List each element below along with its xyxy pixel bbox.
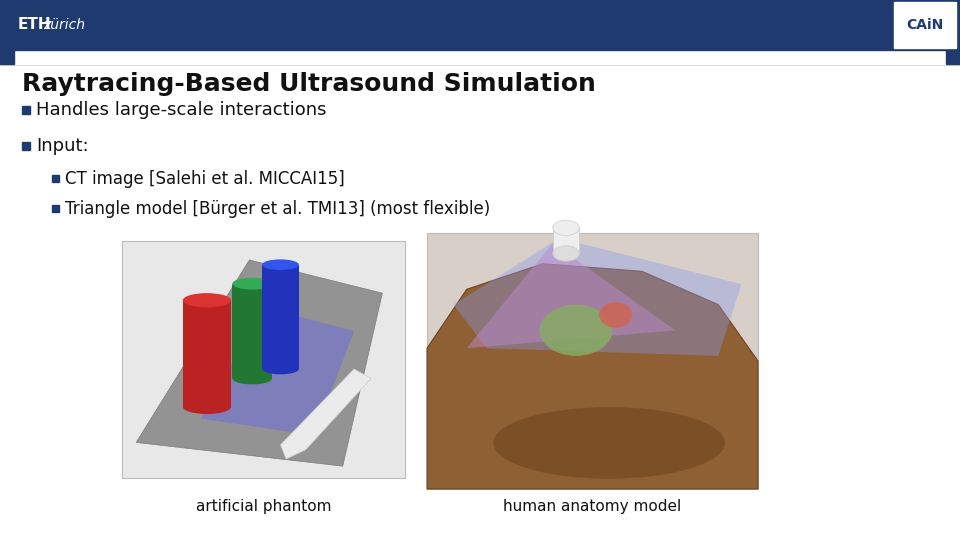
Ellipse shape [553,220,579,235]
Text: Handles large-scale interactions: Handles large-scale interactions [36,100,326,119]
Bar [0,0,960,50]
Polygon shape [280,369,371,459]
Bar [122,241,405,478]
Bar [946,50,960,64]
Bar [22,106,30,114]
Text: Triangle model [Bürger et al. TMI13] (most flexible): Triangle model [Bürger et al. TMI13] (mo… [65,200,491,218]
Bar [182,300,231,407]
Polygon shape [136,260,382,466]
Bar [0,50,14,64]
Ellipse shape [262,259,299,270]
Ellipse shape [182,293,231,307]
Text: human anatomy model: human anatomy model [503,499,682,514]
Bar [427,233,758,489]
Bar [232,284,272,379]
Bar [52,205,59,212]
Ellipse shape [540,305,612,356]
Polygon shape [453,238,741,356]
Ellipse shape [232,278,272,289]
Ellipse shape [232,373,272,384]
Ellipse shape [182,400,231,414]
Text: CT image [Salehi et al. MICCAI15]: CT image [Salehi et al. MICCAI15] [65,170,345,188]
Bar [262,265,299,369]
Text: zürich: zürich [43,18,85,32]
Text: CAiN: CAiN [906,18,944,32]
Ellipse shape [599,302,633,328]
Bar [894,2,956,48]
Polygon shape [202,307,354,435]
Text: Input:: Input: [36,137,88,154]
Text: artificial phantom: artificial phantom [196,499,331,514]
Bar [22,141,30,150]
Ellipse shape [493,407,725,479]
Polygon shape [467,243,675,348]
Bar [52,175,59,182]
Bar [553,228,579,253]
Ellipse shape [553,246,579,261]
Text: ETH: ETH [18,17,52,32]
Polygon shape [427,264,758,489]
Ellipse shape [262,363,299,374]
Text: Raytracing-Based Ultrasound Simulation: Raytracing-Based Ultrasound Simulation [22,72,596,96]
